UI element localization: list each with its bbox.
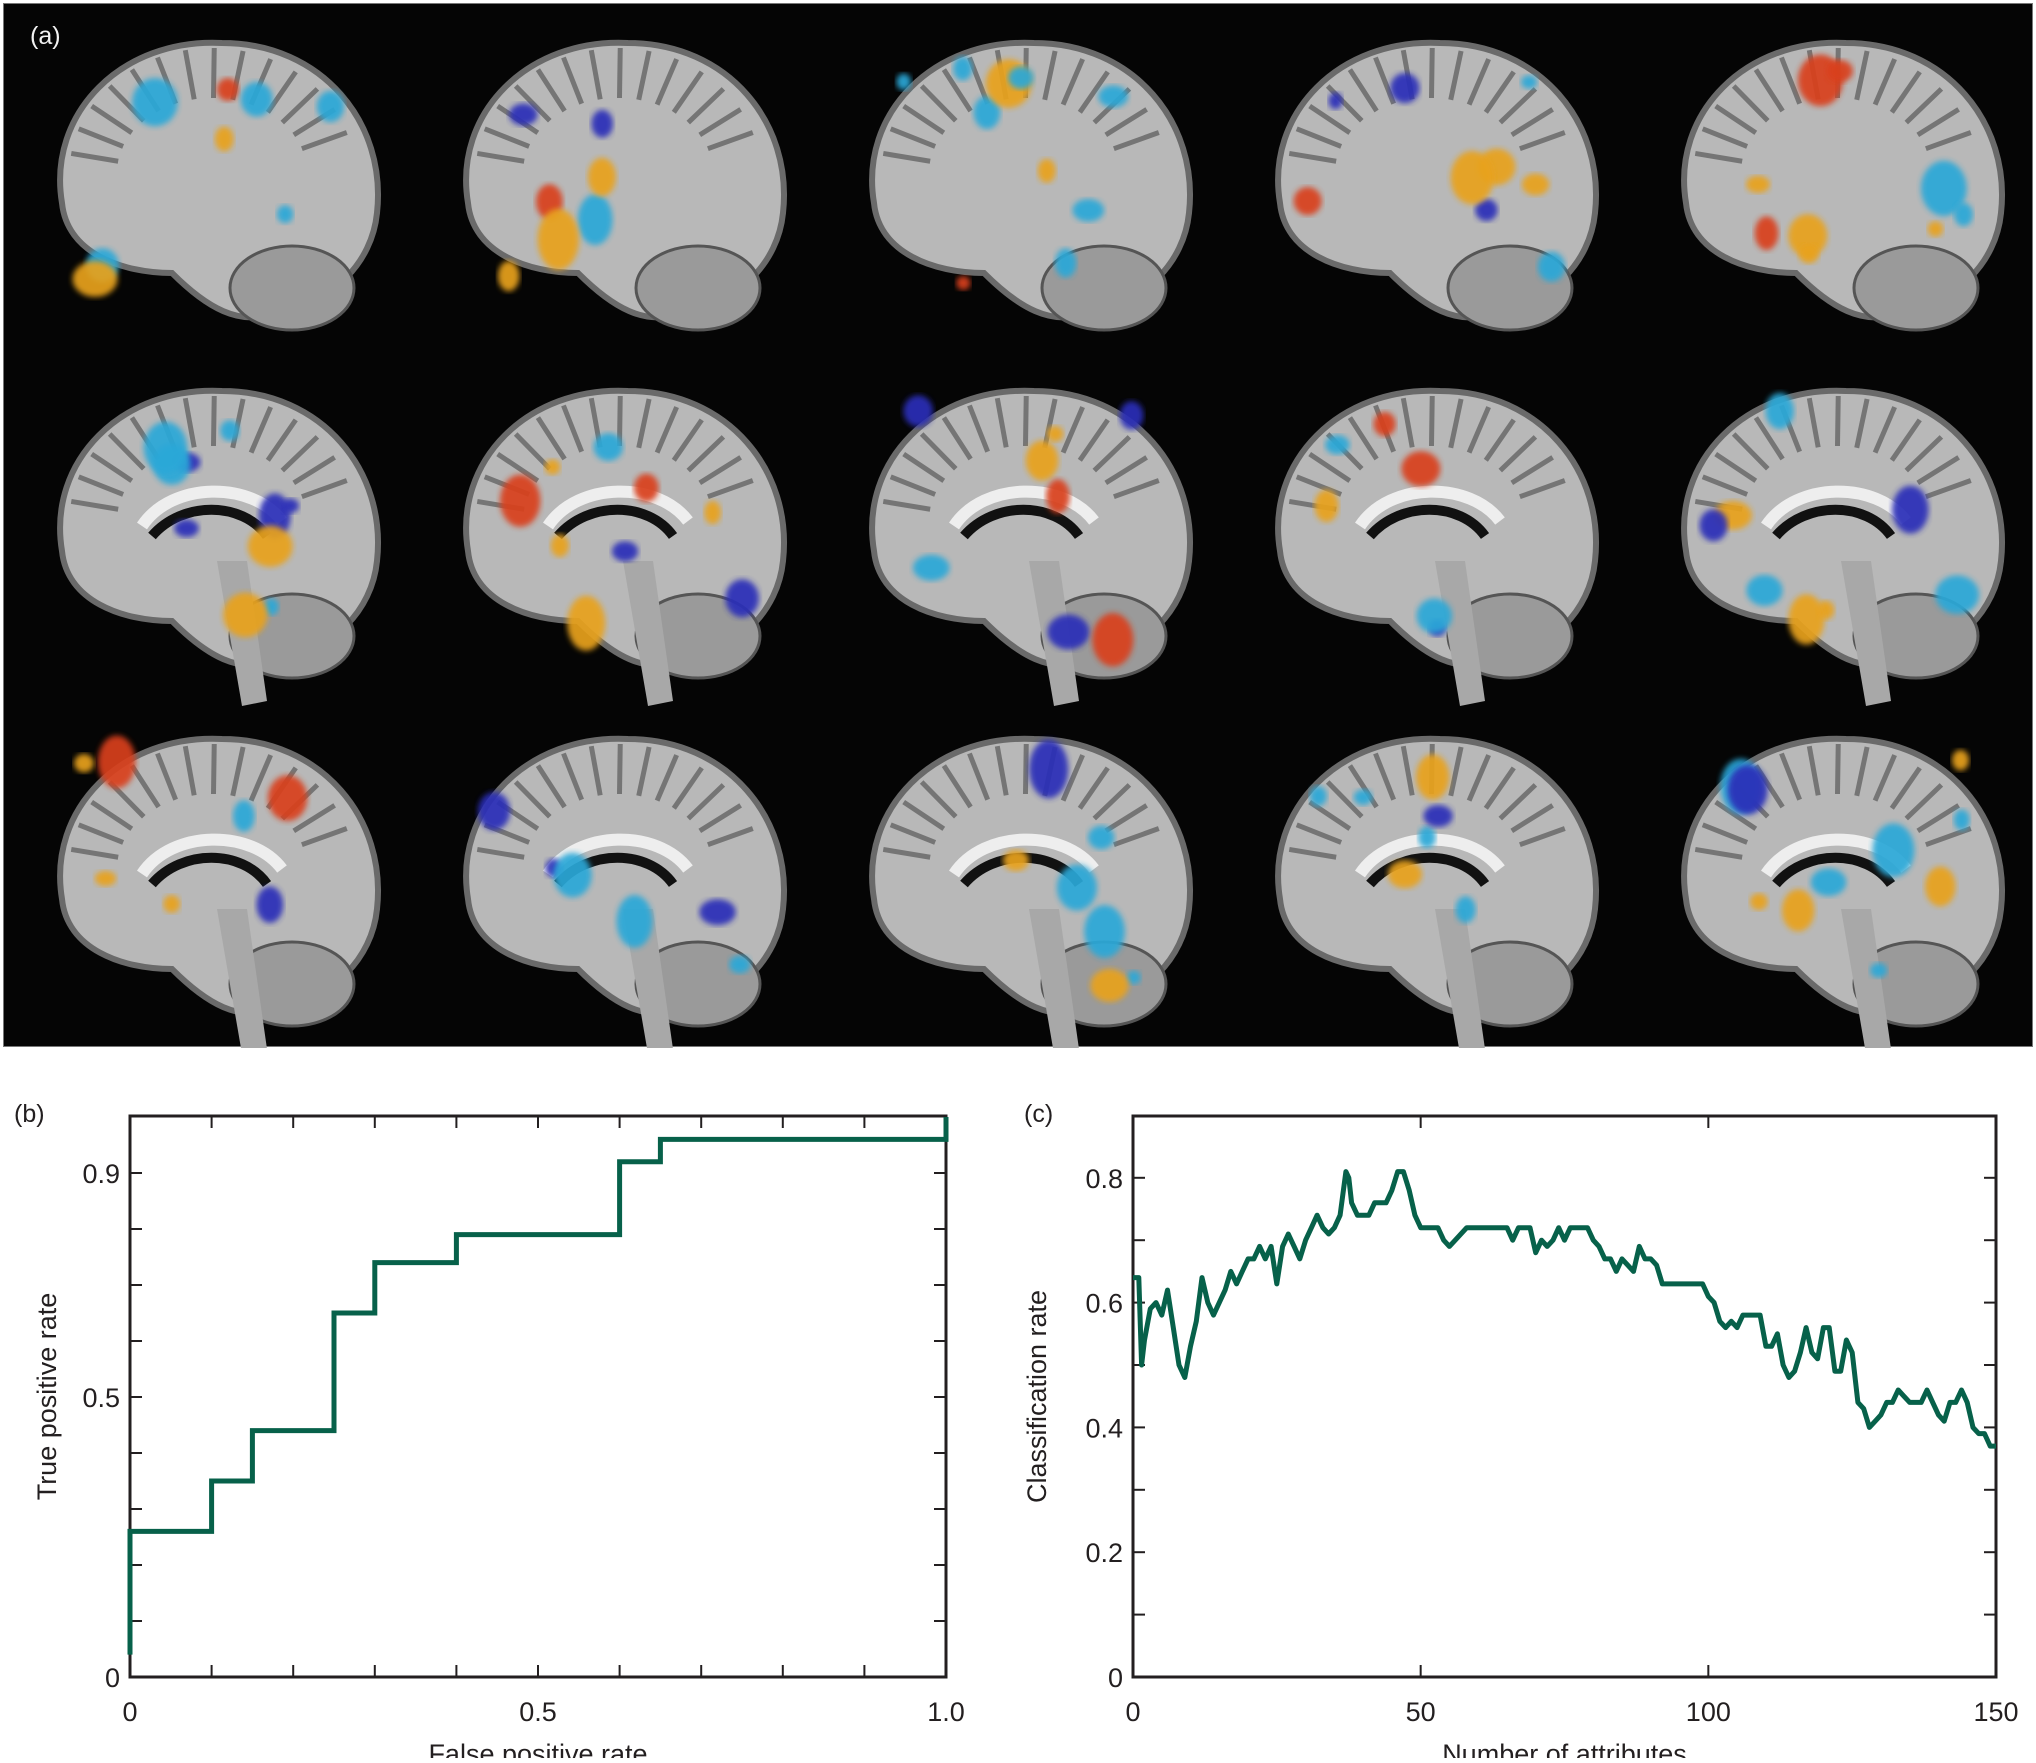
brain-slice-r1-c1 — [57, 39, 381, 332]
x-tick-label: 0 — [122, 1697, 137, 1727]
brain-slice-r3-c2 — [463, 735, 787, 1048]
roc-chart: (b) 0 0.5 1.0 0 0.5 0.9 False positive rate Tru… — [0, 1040, 1000, 1763]
brain-slice-r1-c5 — [1681, 39, 2005, 332]
brain-slice-r1-c3 — [869, 39, 1193, 332]
brain-slices-montage — [57, 39, 2005, 1048]
brain-slice-r1-c4 — [1275, 39, 1599, 332]
y-tick-label: 0.4 — [1085, 1413, 1123, 1443]
y-tick-label: 0.8 — [1085, 1164, 1123, 1194]
x-tick-label: 100 — [1686, 1697, 1731, 1727]
panel-label-c: (c) — [1024, 1100, 1054, 1128]
x-tick-label: 0 — [1125, 1697, 1140, 1727]
brain-slice-r3-c5 — [1681, 735, 2005, 1048]
classification-rate-chart: (c) 0 50 100 150 0 0.2 0.4 0.6 0.8 Number of attr… — [1000, 1040, 2036, 1763]
y-tick-label: 0.6 — [1085, 1289, 1123, 1319]
brain-slice-r3-c4 — [1275, 735, 1599, 1048]
x-axis-label: False positive rate — [428, 1739, 647, 1758]
brain-slice-r1-c2 — [463, 39, 787, 332]
x-tick-label: 50 — [1406, 1697, 1436, 1727]
y-tick-label: 0 — [105, 1663, 120, 1693]
x-tick-label: 150 — [1973, 1697, 2018, 1727]
brain-slice-r2-c3 — [869, 387, 1193, 706]
brain-slice-r2-c1 — [57, 387, 381, 706]
data-series-line — [127, 1117, 949, 1655]
y-tick-label: 0.2 — [1085, 1538, 1123, 1568]
brain-slice-r3-c1 — [57, 735, 381, 1048]
panel-label-b: (b) — [14, 1100, 45, 1128]
panel-label-a: (a) — [30, 22, 61, 50]
y-axis-label: Classification rate — [1022, 1290, 1052, 1503]
y-tick-label: 0.5 — [82, 1383, 120, 1413]
axes-frame — [128, 1114, 948, 1679]
x-tick-label: 0.5 — [519, 1697, 557, 1727]
x-axis-label: Number of attributes — [1442, 1739, 1687, 1758]
y-tick-label: 0 — [1108, 1663, 1123, 1693]
brain-slice-r2-c2 — [463, 387, 787, 706]
y-tick-label: 0.9 — [82, 1159, 120, 1189]
brain-slices-panel: (a) — [3, 3, 2033, 1048]
roc-plot-area: 0 0.5 1.0 0 0.5 0.9 False positive rate True po… — [32, 1114, 965, 1763]
brain-slice-r2-c4 — [1275, 387, 1599, 706]
data-series-line — [1133, 1169, 1996, 1449]
classification-plot-area: 0 50 100 150 0 0.2 0.4 0.6 0.8 Number of attribut… — [1022, 1114, 2019, 1763]
y-axis-label: True positive rate — [32, 1293, 62, 1501]
axes-frame — [1131, 1114, 1998, 1679]
brain-slice-r2-c5 — [1681, 387, 2005, 706]
x-tick-label: 1.0 — [927, 1697, 965, 1727]
brain-slice-r3-c3 — [869, 735, 1193, 1048]
